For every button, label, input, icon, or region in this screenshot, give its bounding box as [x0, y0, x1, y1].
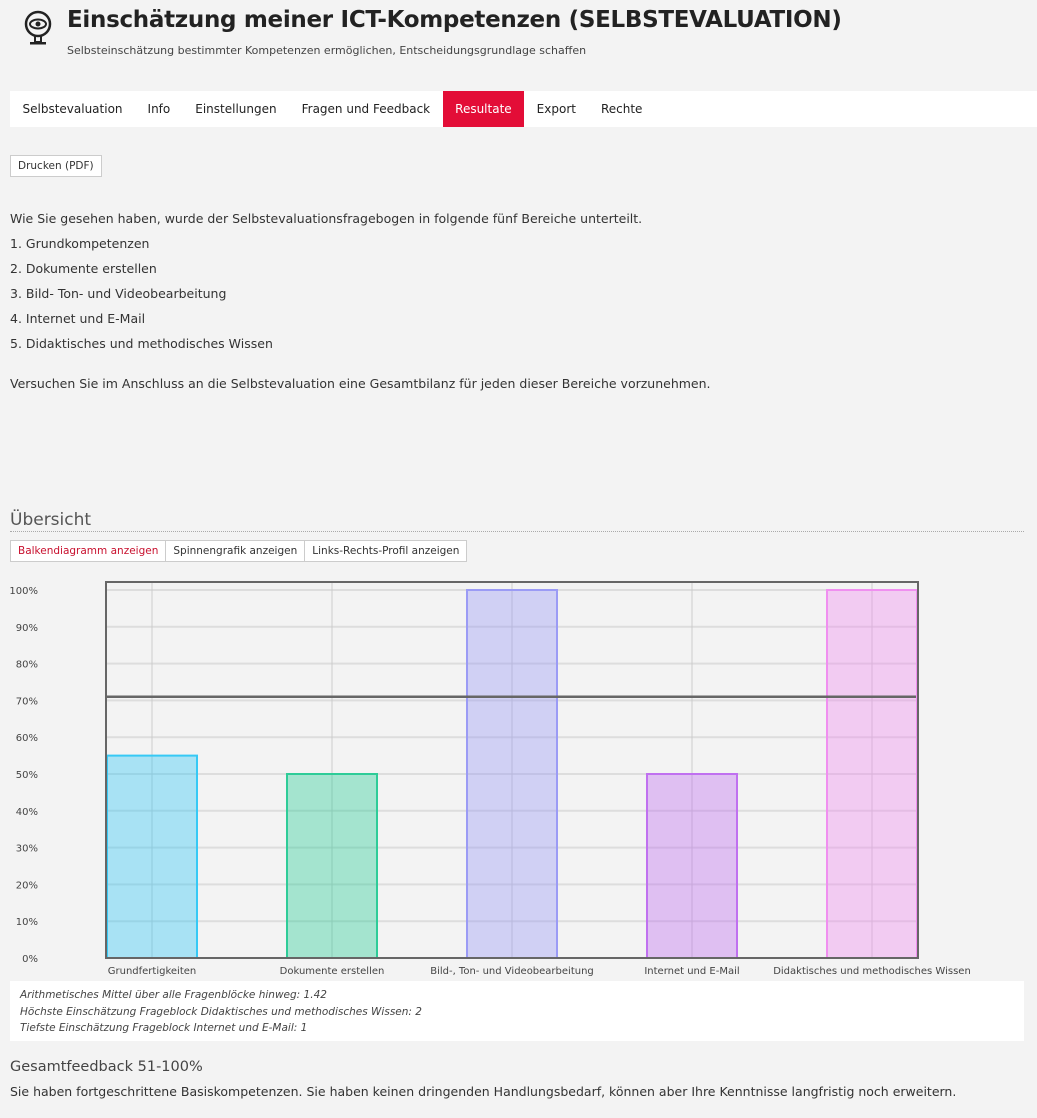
x-tick-label: Dokumente erstellen: [280, 966, 385, 977]
y-tick-label: 40%: [16, 807, 38, 818]
feedback-text: Sie haben fortgeschrittene Basiskompeten…: [10, 1084, 957, 1099]
intro-closing: Versuchen Sie im Anschluss an die Selbst…: [10, 375, 711, 391]
page-subtitle: Selbsteinschätzung bestimmter Kompetenze…: [67, 44, 587, 57]
y-tick-label: 60%: [16, 733, 38, 744]
overview-title: Übersicht: [10, 510, 1024, 532]
intro-text: Wie Sie gesehen haben, wurde der Selbste…: [10, 211, 711, 402]
y-tick-label: 20%: [16, 880, 38, 891]
intro-item: 5. Didaktisches und methodisches Wissen: [10, 336, 273, 351]
feedback-title: Gesamtfeedback 51-100%: [10, 1059, 203, 1075]
stat-highest: Höchste Einschätzung Frageblock Didaktis…: [20, 1005, 422, 1018]
y-tick-label: 100%: [9, 586, 38, 597]
view-tabs: Balkendiagramm anzeigen Spinnengrafik an…: [10, 540, 468, 562]
y-tick-label: 0%: [22, 954, 38, 965]
webcam-icon: [24, 10, 52, 45]
print-pdf-button[interactable]: Drucken (PDF): [10, 155, 102, 177]
x-tick-label: Internet und E-Mail: [644, 966, 739, 977]
x-tick-label: Didaktisches und methodisches Wissen: [773, 966, 971, 977]
spider-chart-tab[interactable]: Spinnengrafik anzeigen: [165, 540, 306, 562]
main-tabs: Selbstevaluation Info Einstellungen Frag…: [10, 91, 1037, 127]
y-tick-label: 10%: [16, 917, 38, 928]
left-right-profile-tab[interactable]: Links-Rechts-Profil anzeigen: [304, 540, 468, 562]
bar-chart-tab[interactable]: Balkendiagramm anzeigen: [10, 540, 167, 562]
y-tick-label: 80%: [16, 660, 38, 671]
tab-einstellungen[interactable]: Einstellungen: [195, 102, 277, 116]
bar: [826, 589, 918, 959]
y-tick-label: 70%: [16, 696, 38, 707]
bar: [286, 773, 378, 959]
y-tick-label: 90%: [16, 623, 38, 634]
stats-box: Arithmetisches Mittel über alle Fragenbl…: [10, 981, 1024, 1041]
x-tick-label: Bild-, Ton- und Videobearbeitung: [430, 966, 594, 977]
y-tick-label: 30%: [16, 844, 38, 855]
tab-export[interactable]: Export: [536, 102, 576, 116]
intro-item: 1. Grundkompetenzen: [10, 236, 150, 251]
tab-fragen-feedback[interactable]: Fragen und Feedback: [301, 102, 431, 116]
x-tick-label: Grundfertigkeiten: [108, 966, 197, 977]
bar: [466, 589, 558, 959]
bar: [106, 754, 198, 959]
tab-rechte[interactable]: Rechte: [600, 102, 643, 116]
intro-item: 2. Dokumente erstellen: [10, 261, 157, 276]
plot-border: [105, 581, 919, 959]
tab-selbstevaluation[interactable]: Selbstevaluation: [22, 102, 123, 116]
y-tick-label: 50%: [16, 770, 38, 781]
stat-mean: Arithmetisches Mittel über alle Fragenbl…: [20, 989, 327, 1001]
intro-item: 3. Bild- Ton- und Videobearbeitung: [10, 286, 227, 301]
tab-info[interactable]: Info: [147, 102, 171, 116]
intro-item: 4. Internet und E-Mail: [10, 311, 146, 326]
bar-chart: 0% 10% 20% 30% 40% 50% 60% 70% 80% 90% 100% Grundfe…: [9, 581, 971, 977]
tab-resultate[interactable]: Resultate: [442, 91, 525, 127]
stat-lowest: Tiefste Einschätzung Frageblock Internet…: [20, 1022, 308, 1034]
bar: [646, 773, 738, 959]
page-title: Einschätzung meiner ICT-Kompetenzen (SEL…: [67, 7, 842, 33]
intro-lead: Wie Sie gesehen haben, wurde der Selbste…: [10, 211, 643, 226]
